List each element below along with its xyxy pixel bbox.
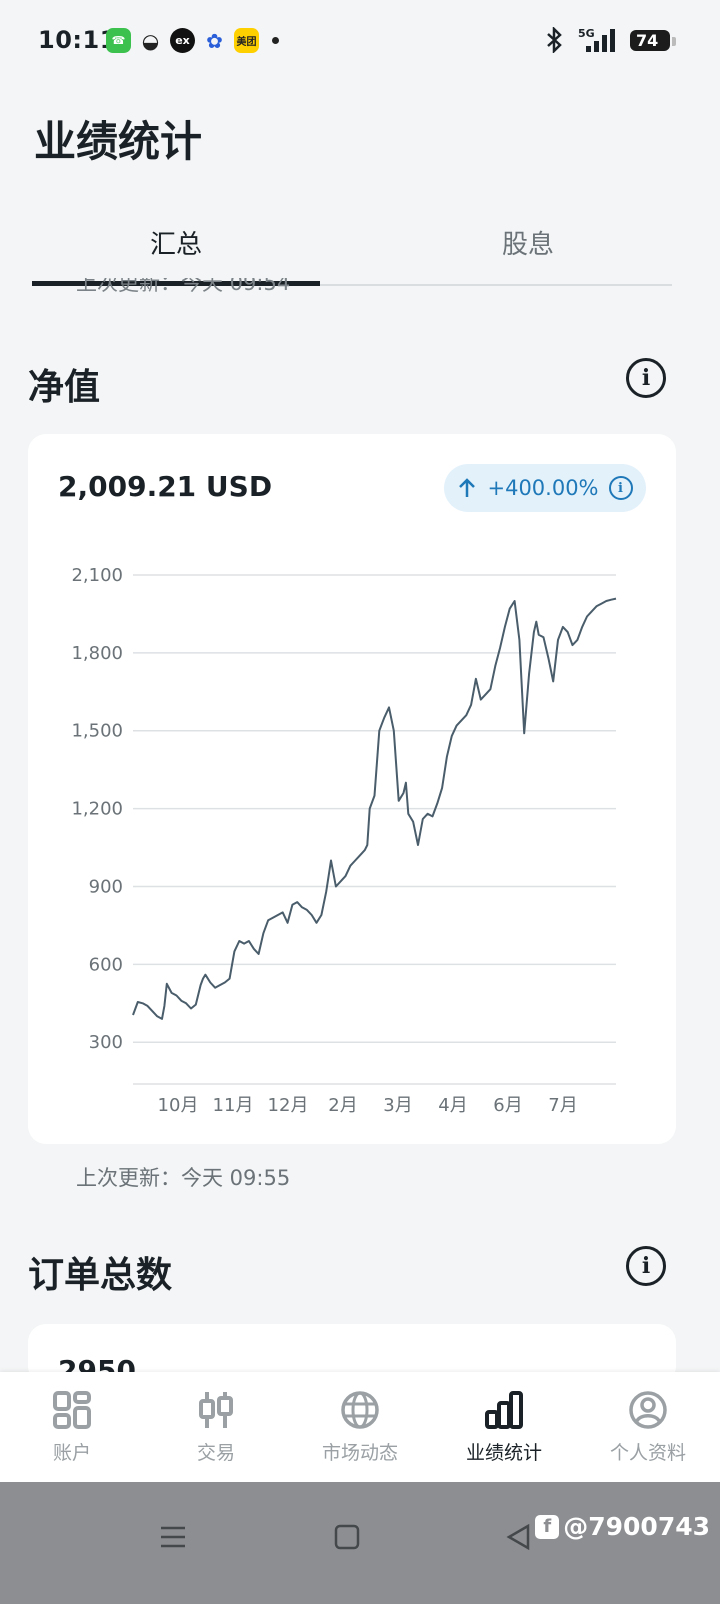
profile-icon bbox=[629, 1391, 667, 1429]
net-value-card: 2,009.21 USD +400.00% i 2,100 1,800 1,500 1… bbox=[28, 434, 676, 1144]
x-tick-label: 12月 bbox=[268, 1095, 309, 1116]
status-bar: 10:11 ☎ ◒ ex ✿ 美团 5G 74 bbox=[0, 0, 720, 80]
bar-chart-icon bbox=[485, 1391, 523, 1429]
net-value-amount: 2,009.21 USD bbox=[58, 470, 273, 503]
nav-item-profile[interactable]: 个人资料 bbox=[576, 1386, 720, 1465]
x-tick-label: 6月 bbox=[493, 1095, 522, 1116]
back-icon[interactable] bbox=[506, 1524, 530, 1550]
nav-label-performance: 业绩统计 bbox=[465, 1442, 542, 1464]
change-percent: +400.00% bbox=[487, 476, 599, 500]
system-status: 5G 74 bbox=[544, 26, 676, 54]
last-update-text: 上次更新：今天 09:55 bbox=[76, 1166, 291, 1190]
watermark: f @7900743 bbox=[535, 1512, 710, 1541]
nav-label-market: 市场动态 bbox=[321, 1442, 398, 1464]
y-tick-label: 300 bbox=[89, 1032, 123, 1053]
page-title: 业绩统计 bbox=[34, 117, 203, 166]
meituan-icon: 美团 bbox=[234, 28, 259, 53]
watermark-logo-icon: f bbox=[535, 1514, 560, 1539]
signal-icon: 5G bbox=[578, 27, 615, 52]
nav-label-account: 账户 bbox=[52, 1442, 91, 1464]
menu-icon[interactable] bbox=[160, 1524, 186, 1550]
home-icon[interactable] bbox=[334, 1524, 360, 1550]
system-navigation-bar: f @7900743 bbox=[0, 1482, 720, 1604]
orders-title: 订单总数 bbox=[28, 1255, 173, 1296]
net-value-title: 净值 bbox=[28, 367, 101, 408]
net-value-info-icon[interactable]: i bbox=[626, 358, 666, 398]
notification-icons: ☎ ◒ ex ✿ 美团 bbox=[106, 28, 279, 53]
network-type-label: 5G bbox=[578, 27, 595, 40]
battery-icon: 74 bbox=[630, 29, 676, 51]
nav-item-trade[interactable]: 交易 bbox=[144, 1386, 288, 1465]
x-tick-label: 10月 bbox=[158, 1095, 199, 1116]
x-tick-label: 7月 bbox=[548, 1095, 577, 1116]
ex-app-icon: ex bbox=[170, 28, 195, 53]
series-line bbox=[132, 597, 617, 1020]
tab-bar: 汇总 股息 bbox=[32, 210, 672, 286]
y-tick-label: 900 bbox=[89, 876, 123, 897]
y-tick-label: 2,100 bbox=[71, 565, 123, 586]
arrow-up-icon bbox=[459, 478, 476, 497]
baidu-icon: ✿ bbox=[206, 28, 223, 53]
change-info-icon[interactable]: i bbox=[608, 476, 633, 500]
previous-update-text: 上次更新：今天 09:54 bbox=[76, 278, 291, 295]
candlestick-icon bbox=[199, 1392, 233, 1428]
net-value-chart: 2,100 1,800 1,500 1,200 900 600 300 10月 11月 12月 2月… bbox=[71, 565, 617, 1116]
active-tab-indicator bbox=[32, 281, 320, 286]
nav-item-performance[interactable]: 业绩统计 bbox=[432, 1386, 576, 1465]
wechat-icon: ◒ bbox=[141, 28, 160, 53]
orders-info-icon[interactable]: i bbox=[626, 1246, 666, 1286]
status-time: 10:11 bbox=[38, 26, 117, 54]
more-notifications-icon bbox=[272, 37, 279, 44]
y-tick-label: 1,500 bbox=[71, 721, 123, 742]
bottom-navigation: 账户 交易 市场动态 业绩统计 个人资料 bbox=[0, 1372, 720, 1482]
y-tick-label: 1,800 bbox=[71, 643, 123, 664]
tab-dividends[interactable]: 股息 bbox=[501, 230, 554, 260]
nav-label-trade: 交易 bbox=[196, 1442, 235, 1464]
x-tick-label: 11月 bbox=[213, 1095, 254, 1116]
bluetooth-icon bbox=[547, 27, 562, 53]
x-tick-label: 2月 bbox=[328, 1095, 357, 1116]
tab-summary[interactable]: 汇总 bbox=[149, 230, 202, 260]
nav-item-account[interactable]: 账户 bbox=[0, 1386, 144, 1465]
y-tick-label: 1,200 bbox=[71, 799, 123, 820]
change-badge[interactable]: +400.00% i bbox=[444, 464, 646, 512]
x-tick-label: 4月 bbox=[438, 1095, 467, 1116]
globe-icon bbox=[341, 1391, 379, 1429]
dashboard-icon bbox=[53, 1391, 91, 1429]
nav-label-profile: 个人资料 bbox=[609, 1442, 686, 1464]
watermark-text: @7900743 bbox=[563, 1512, 710, 1541]
nav-item-market[interactable]: 市场动态 bbox=[288, 1386, 432, 1465]
x-tick-label: 3月 bbox=[383, 1095, 412, 1116]
phone-icon: ☎ bbox=[106, 28, 131, 53]
y-tick-label: 600 bbox=[89, 954, 123, 975]
